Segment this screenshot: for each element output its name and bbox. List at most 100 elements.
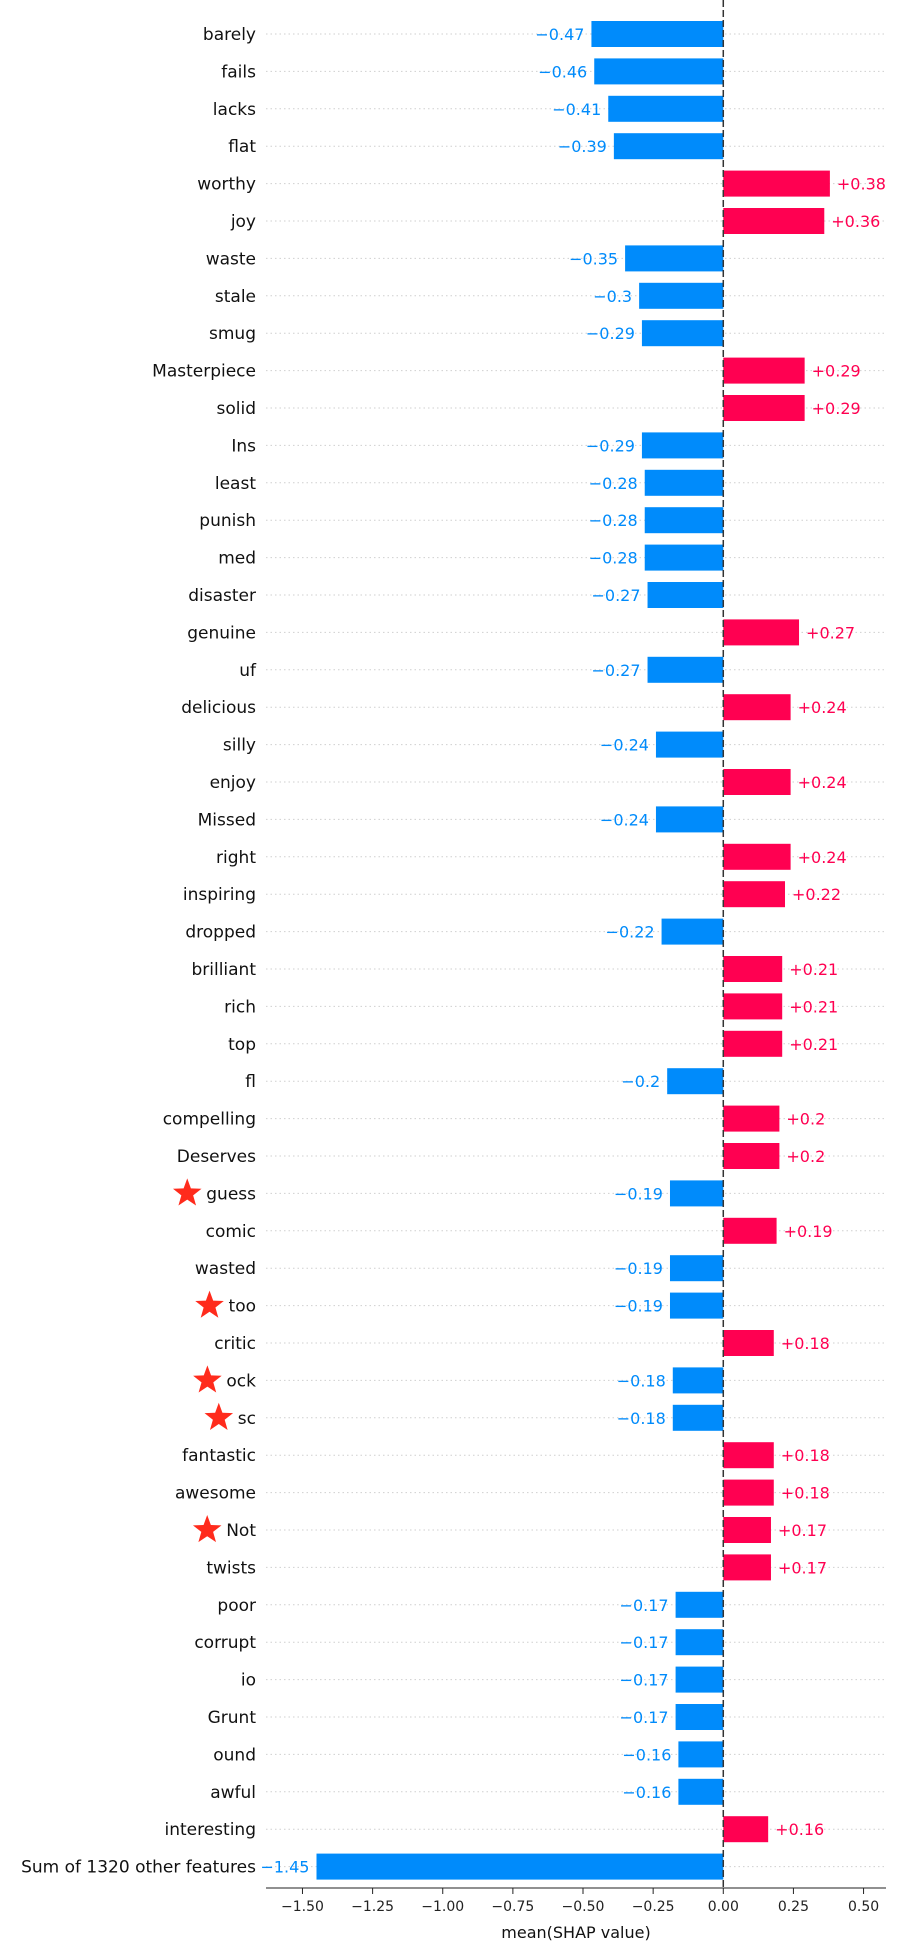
bar: [647, 582, 724, 608]
bar: [625, 245, 724, 272]
value-label: −0.18: [617, 1409, 666, 1428]
bar: [723, 694, 791, 721]
value-label: +0.17: [778, 1558, 827, 1577]
value-label: −0.46: [538, 62, 587, 81]
value-label: +0.19: [784, 1222, 833, 1241]
bar: [678, 1741, 724, 1768]
category-label: waste: [206, 249, 256, 269]
value-label: +0.21: [789, 1035, 838, 1054]
bar: [641, 432, 724, 459]
category-label: compelling: [163, 1110, 256, 1130]
bar: [678, 1778, 724, 1805]
bar: [675, 1591, 724, 1618]
value-label: −0.19: [614, 1259, 663, 1278]
category-labels: barely fails lacks flat worthy joy waste stale s…: [21, 25, 257, 1878]
category-label: brilliant: [191, 960, 256, 980]
category-label: sc: [238, 1409, 256, 1429]
value-label: +0.21: [789, 997, 838, 1016]
bar: [723, 1479, 774, 1506]
value-label: +0.17: [778, 1521, 827, 1540]
bar: [723, 1816, 769, 1843]
bar: [594, 58, 724, 85]
x-tick-label: 0.50: [848, 1899, 879, 1915]
category-label: guess: [206, 1184, 256, 1204]
category-label: Not: [226, 1521, 256, 1541]
category-label: punish: [199, 511, 256, 531]
value-label: −0.17: [620, 1671, 669, 1690]
x-axis: −1.50 −1.25 −1.00 −0.75 −0.50 −0.25 0.00 0.25 0.…: [266, 1887, 886, 1915]
value-label: +0.27: [806, 623, 855, 642]
value-label: +0.18: [781, 1446, 830, 1465]
value-label: −0.18: [617, 1371, 666, 1390]
category-label: right: [216, 848, 256, 868]
value-label: −0.35: [569, 249, 618, 268]
x-tick-label: −1.50: [281, 1899, 324, 1915]
category-label: smug: [209, 324, 256, 344]
category-label: top: [228, 1035, 256, 1055]
category-label: twists: [206, 1558, 256, 1578]
category-label: lacks: [213, 100, 256, 120]
category-label: inspiring: [183, 885, 256, 905]
category-label: Ins: [231, 436, 256, 456]
star-markers: [172, 1178, 234, 1543]
value-label: −0.16: [622, 1783, 671, 1802]
bar: [672, 1367, 724, 1394]
bar: [641, 320, 724, 347]
category-label: io: [241, 1671, 256, 1691]
bar: [591, 21, 724, 47]
x-tick-label: 0.25: [778, 1899, 809, 1915]
category-label: uf: [239, 661, 257, 681]
gridlines: [266, 33, 886, 1868]
category-label: delicious: [181, 698, 256, 718]
star-icon: [193, 1365, 222, 1393]
category-label: flat: [228, 137, 256, 157]
category-label: stale: [215, 287, 256, 307]
category-label: enjoy: [210, 773, 256, 793]
star-icon: [172, 1178, 202, 1206]
value-label: +0.2: [786, 1110, 825, 1129]
category-label: interesting: [164, 1820, 256, 1840]
bar: [675, 1666, 724, 1693]
value-label: −0.16: [622, 1745, 671, 1764]
category-label: wasted: [195, 1259, 256, 1279]
category-label: awesome: [175, 1484, 256, 1504]
bar: [613, 133, 724, 160]
value-labels: −0.47 −0.46 −0.41 −0.39 +0.38 +0.36 −0.35 −0.3 −…: [260, 25, 885, 1877]
category-label: Deserves: [177, 1147, 256, 1167]
category-label: comic: [206, 1222, 256, 1242]
star-icon: [195, 1290, 224, 1318]
x-tick-label: 0.00: [708, 1899, 739, 1915]
value-label: −0.17: [620, 1633, 669, 1652]
value-label: +0.16: [775, 1820, 824, 1839]
value-label: +0.29: [812, 362, 861, 381]
category-label: barely: [203, 25, 256, 45]
value-label: −0.17: [620, 1708, 669, 1727]
bar: [723, 357, 805, 384]
category-label: genuine: [187, 623, 256, 643]
bar: [661, 918, 724, 945]
value-label: +0.22: [792, 885, 841, 904]
category-label: fl: [245, 1072, 256, 1092]
value-label: +0.36: [831, 212, 880, 231]
category-label: too: [229, 1297, 256, 1317]
bar: [723, 1554, 771, 1581]
bar: [723, 1143, 780, 1169]
category-label: Grunt: [208, 1708, 257, 1728]
value-label: −1.45: [260, 1858, 309, 1877]
bar: [723, 1030, 783, 1057]
value-label: −0.19: [614, 1297, 663, 1316]
value-label: −0.3: [593, 287, 632, 306]
bar: [669, 1180, 724, 1207]
category-label: silly: [223, 736, 256, 756]
value-label: −0.24: [600, 736, 649, 755]
star-icon: [204, 1402, 234, 1430]
bar: [723, 619, 800, 646]
value-label: −0.19: [614, 1184, 663, 1203]
bar: [644, 544, 724, 571]
x-tick-label: −0.75: [491, 1899, 534, 1915]
category-label: dropped: [185, 923, 256, 943]
category-label: worthy: [197, 175, 256, 195]
bar: [672, 1404, 724, 1431]
category-label: fails: [221, 62, 256, 82]
bar: [723, 1217, 777, 1244]
